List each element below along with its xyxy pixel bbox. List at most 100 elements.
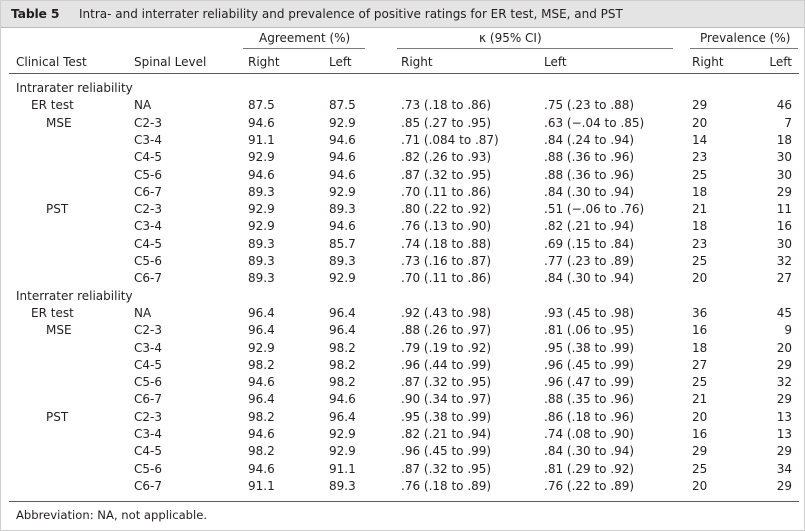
kappa-group-header: κ (95% CI) xyxy=(479,31,542,45)
cell-agreement-right: 91.1 xyxy=(248,132,275,147)
cell-agreement-right: 96.4 xyxy=(248,305,275,320)
cell-agreement-left: 89.3 xyxy=(329,478,356,493)
cell-agreement-right: 92.9 xyxy=(248,219,275,234)
cell-prevalence-left: 45 xyxy=(776,305,792,320)
cell-agreement-right: 98.2 xyxy=(248,357,275,372)
cell-prevalence-left: 11 xyxy=(776,202,792,217)
cell-prevalence-right: 18 xyxy=(692,340,708,355)
cell-prevalence-right: 21 xyxy=(692,392,708,407)
cell-prevalence-left: 16 xyxy=(776,219,792,234)
cell-spinal-level: C3-4 xyxy=(134,427,162,441)
cell-kappa-right: .87 (.32 to .95) xyxy=(401,375,492,390)
cell-spinal-level: C6-7 xyxy=(134,478,162,493)
cell-kappa-left: .88 (.35 to .96) xyxy=(544,392,635,407)
cell-prevalence-left: 29 xyxy=(776,392,792,407)
cell-spinal-level: C4-5 xyxy=(134,357,162,372)
cell-agreement-left: 94.6 xyxy=(329,150,356,165)
col-header-spinal-level: Spinal Level xyxy=(134,55,207,69)
cell-prevalence-left: 46 xyxy=(776,98,792,113)
cell-kappa-left: .51 (−.06 to .76) xyxy=(544,202,645,217)
cell-agreement-left: 96.4 xyxy=(329,305,356,320)
cell-agreement-right: 94.6 xyxy=(248,461,275,476)
cell-agreement-left: 92.9 xyxy=(329,271,356,286)
cell-agreement-left: 96.4 xyxy=(329,409,356,424)
cell-prevalence-right: 23 xyxy=(692,236,708,251)
cell-prevalence-right: 25 xyxy=(692,375,708,390)
cell-prevalence-left: 29 xyxy=(776,357,792,372)
cell-kappa-right: .96 (.44 to .99) xyxy=(401,357,492,372)
cell-prevalence-left: 30 xyxy=(776,167,792,182)
cell-agreement-right: 89.3 xyxy=(248,236,275,251)
cell-prevalence-right: 20 xyxy=(692,478,708,493)
cell-agreement-left: 98.2 xyxy=(329,340,356,355)
cell-prevalence-left: 29 xyxy=(776,478,792,493)
cell-prevalence-right: 20 xyxy=(692,115,708,130)
cell-clinical-test: ER test xyxy=(31,98,74,113)
cell-prevalence-right: 14 xyxy=(692,132,708,147)
cell-kappa-left: .86 (.18 to .96) xyxy=(544,409,635,424)
cell-agreement-right: 92.9 xyxy=(248,150,275,165)
cell-clinical-test: PST xyxy=(46,409,69,424)
prevalence-group-header: Prevalence (%) xyxy=(700,31,791,45)
cell-agreement-left: 94.6 xyxy=(329,132,356,147)
cell-kappa-right: .95 (.38 to .99) xyxy=(401,409,492,424)
cell-spinal-level: C6-7 xyxy=(134,392,162,407)
cell-kappa-left: .69 (.15 to .84) xyxy=(544,236,635,251)
table-title: Intra- and interrater reliability and pr… xyxy=(79,6,623,21)
cell-agreement-left: 94.6 xyxy=(329,167,356,182)
cell-kappa-right: .82 (.21 to .94) xyxy=(401,427,492,441)
cell-spinal-level: C5-6 xyxy=(134,461,162,476)
cell-agreement-right: 91.1 xyxy=(248,478,275,493)
cell-kappa-right: .70 (.11 to .86) xyxy=(401,184,492,199)
col-header-agreement-right: Right xyxy=(248,55,280,69)
cell-prevalence-right: 29 xyxy=(692,444,708,459)
cell-agreement-right: 89.3 xyxy=(248,271,275,286)
cell-spinal-level: C6-7 xyxy=(134,271,162,286)
cell-prevalence-right: 16 xyxy=(692,427,708,441)
cell-prevalence-right: 27 xyxy=(692,357,708,372)
cell-kappa-left: .84 (.30 to .94) xyxy=(544,184,635,199)
cell-kappa-right: .87 (.32 to .95) xyxy=(401,461,492,476)
cell-agreement-left: 92.9 xyxy=(329,184,356,199)
cell-agreement-left: 94.6 xyxy=(329,219,356,234)
cell-kappa-right: .70 (.11 to .86) xyxy=(401,271,492,286)
cell-kappa-right: .87 (.32 to .95) xyxy=(401,167,492,182)
cell-agreement-right: 96.4 xyxy=(248,323,275,338)
cell-kappa-right: .88 (.26 to .97) xyxy=(401,323,492,338)
cell-kappa-right: .71 (.084 to .87) xyxy=(401,132,499,147)
cell-kappa-left: .81 (.06 to .95) xyxy=(544,323,635,338)
cell-agreement-left: 87.5 xyxy=(329,98,356,113)
cell-prevalence-left: 13 xyxy=(776,427,792,441)
cell-spinal-level: C3-4 xyxy=(134,219,162,234)
cell-kappa-right: .85 (.27 to .95) xyxy=(401,115,492,130)
section-heading: Interrater reliability xyxy=(16,288,133,303)
table-footnote: Abbreviation: NA, not applicable. xyxy=(16,508,208,522)
cell-prevalence-left: 27 xyxy=(776,271,792,286)
cell-prevalence-left: 7 xyxy=(784,115,792,130)
cell-prevalence-left: 32 xyxy=(776,375,792,390)
cell-kappa-left: .77 (.23 to .89) xyxy=(544,254,635,268)
cell-prevalence-left: 30 xyxy=(776,150,792,165)
header-rule xyxy=(9,73,799,74)
cell-kappa-right: .73 (.18 to .86) xyxy=(401,98,492,113)
cell-prevalence-right: 18 xyxy=(692,219,708,234)
cell-agreement-right: 92.9 xyxy=(248,340,275,355)
cell-prevalence-left: 30 xyxy=(776,236,792,251)
cell-spinal-level: C6-7 xyxy=(134,184,162,199)
cell-clinical-test: MSE xyxy=(46,323,72,338)
cell-prevalence-right: 36 xyxy=(692,305,708,320)
cell-kappa-left: .96 (.45 to .99) xyxy=(544,357,635,372)
bottom-rule xyxy=(9,501,799,502)
cell-prevalence-right: 25 xyxy=(692,167,708,182)
cell-agreement-right: 98.2 xyxy=(248,409,275,424)
cell-kappa-left: .82 (.21 to .94) xyxy=(544,219,635,234)
cell-spinal-level: C5-6 xyxy=(134,254,162,268)
cell-prevalence-right: 29 xyxy=(692,98,708,113)
cell-spinal-level: C3-4 xyxy=(134,340,162,355)
cell-kappa-right: .74 (.18 to .88) xyxy=(401,236,492,251)
cell-agreement-right: 98.2 xyxy=(248,444,275,459)
cell-spinal-level: C4-5 xyxy=(134,236,162,251)
cell-agreement-right: 87.5 xyxy=(248,98,275,113)
cell-spinal-level: NA xyxy=(134,305,152,320)
cell-prevalence-left: 32 xyxy=(776,254,792,268)
